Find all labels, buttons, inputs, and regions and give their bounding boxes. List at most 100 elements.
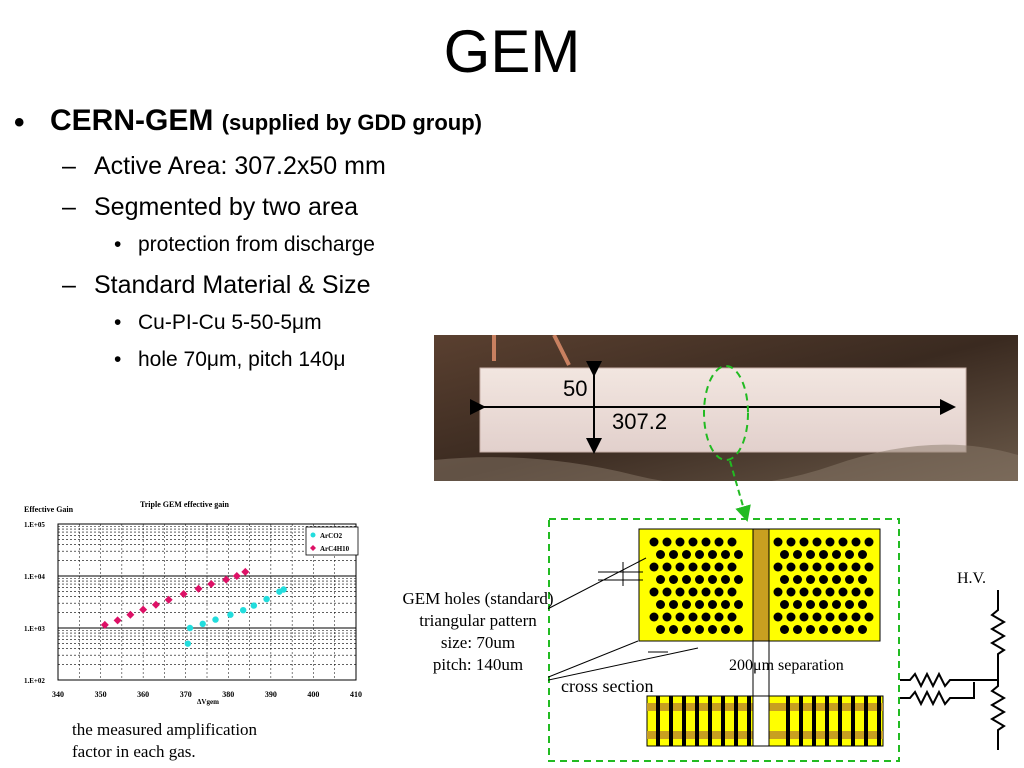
gem-hole	[786, 587, 796, 597]
y-tick-label: 1.E+04	[24, 573, 45, 581]
gem-hole	[721, 550, 730, 559]
plot-area	[57, 523, 357, 681]
hole-pattern	[649, 537, 874, 634]
gem-hole	[727, 537, 737, 547]
gem-hole	[701, 612, 711, 622]
x-tick-label: 400	[307, 690, 319, 699]
resistor-bottom	[990, 670, 1006, 750]
bullet-marker: •	[114, 311, 122, 334]
caption-line-2: factor in each gas.	[72, 742, 196, 761]
zoom-arrow	[729, 460, 751, 522]
x-tick-label: 380	[222, 690, 234, 699]
legend-label: ArC4H10	[320, 545, 350, 553]
gem-hole	[701, 587, 711, 597]
resistor-branch-2	[900, 682, 975, 707]
gem-hole	[734, 550, 743, 559]
cross-section-hole	[786, 696, 790, 746]
gem-hole	[806, 550, 815, 559]
data-point-ArC4H10	[151, 600, 160, 609]
cross-section-hole	[877, 696, 881, 746]
resistor-branch-1	[900, 671, 998, 689]
gem-hole	[714, 562, 724, 572]
gem-hole	[780, 550, 789, 559]
gem-hole	[806, 575, 815, 584]
gem-hole	[838, 587, 848, 597]
chart-ylabel: Effective Gain	[24, 505, 74, 514]
gem-hole	[688, 612, 698, 622]
gem-holes-label: GEM holes (standard) triangular pattern …	[378, 588, 578, 676]
data-point-ArCO2	[280, 586, 287, 593]
gem-hole	[695, 600, 704, 609]
legend-marker	[310, 545, 316, 551]
data-point-ArCO2	[186, 624, 194, 632]
bullet-main-note: (supplied by GDD group)	[221, 110, 483, 135]
zoom-ellipse	[703, 365, 749, 461]
gem-hole	[734, 625, 743, 634]
data-point-ArC4H10	[139, 605, 148, 614]
chart-axes: 340 350 360 370 380 390 400 410 1.E+02 1.E+03 1.E+…	[24, 521, 362, 706]
data-point-ArCO2	[239, 606, 247, 614]
gem-hole	[714, 537, 724, 547]
bullet-protection: protection from discharge	[138, 233, 375, 256]
x-tick-label: 340	[52, 690, 64, 699]
photo-annotations	[470, 361, 956, 522]
caption-line-1: the measured amplification	[72, 720, 258, 739]
data-point-ArC4H10	[232, 572, 241, 580]
gem-hole	[727, 587, 737, 597]
gem-hole	[832, 575, 841, 584]
gem-hole	[851, 612, 861, 622]
resistor-top	[990, 590, 1006, 670]
gem-hole	[812, 537, 822, 547]
gem-hole-diagram	[548, 518, 900, 762]
dash-marker: –	[62, 271, 76, 299]
gem-hole	[721, 625, 730, 634]
data-point-ArC4H10	[207, 580, 216, 589]
gem-hole	[825, 587, 835, 597]
gem-hole	[773, 537, 783, 547]
gem-hole	[649, 587, 659, 597]
chart-xlabel: ΔVgem	[197, 698, 219, 706]
gem-hole	[675, 587, 685, 597]
gem-hole	[838, 612, 848, 622]
gem-hole	[721, 575, 730, 584]
gem-hole	[701, 537, 711, 547]
gem-hole	[675, 612, 685, 622]
cross-section-hole	[682, 696, 686, 746]
gem-hole	[812, 587, 822, 597]
gem-hole	[858, 550, 867, 559]
gem-hole	[819, 575, 828, 584]
gem-hole	[656, 625, 665, 634]
gem-hole	[701, 562, 711, 572]
data-point-ArC4H10	[179, 590, 188, 599]
legend-marker	[310, 532, 316, 538]
cross-section-hole	[656, 696, 660, 746]
chart-title: Triple GEM effective gain	[140, 500, 229, 509]
cross-section-hole	[838, 696, 842, 746]
gem-hole	[780, 575, 789, 584]
cross-section-hole	[812, 696, 816, 746]
gem-hole	[825, 562, 835, 572]
gem-hole	[832, 625, 841, 634]
cross-section-hole	[695, 696, 699, 746]
gem-hole	[688, 537, 698, 547]
gem-holes-line: GEM holes (standard)	[402, 589, 554, 608]
hv-divider-circuit	[900, 590, 1006, 750]
y-tick-label: 1.E+03	[24, 625, 45, 633]
gem-hole	[832, 600, 841, 609]
gem-hole	[806, 625, 815, 634]
gem-hole	[669, 625, 678, 634]
page-title: GEM	[443, 18, 581, 85]
gem-hole	[864, 562, 874, 572]
separation-label: 200μm separation	[729, 657, 844, 674]
data-point-ArCO2	[212, 616, 219, 623]
gem-hole	[786, 537, 796, 547]
gem-hole	[727, 612, 737, 622]
gem-hole	[773, 562, 783, 572]
gem-hole	[858, 575, 867, 584]
data-point-ArCO2	[199, 620, 206, 628]
legend-label: ArCO2	[320, 532, 343, 540]
data-point-ArC4H10	[126, 610, 135, 619]
gem-hole	[864, 537, 874, 547]
cross-section-hole	[864, 696, 868, 746]
gem-hole	[688, 562, 698, 572]
